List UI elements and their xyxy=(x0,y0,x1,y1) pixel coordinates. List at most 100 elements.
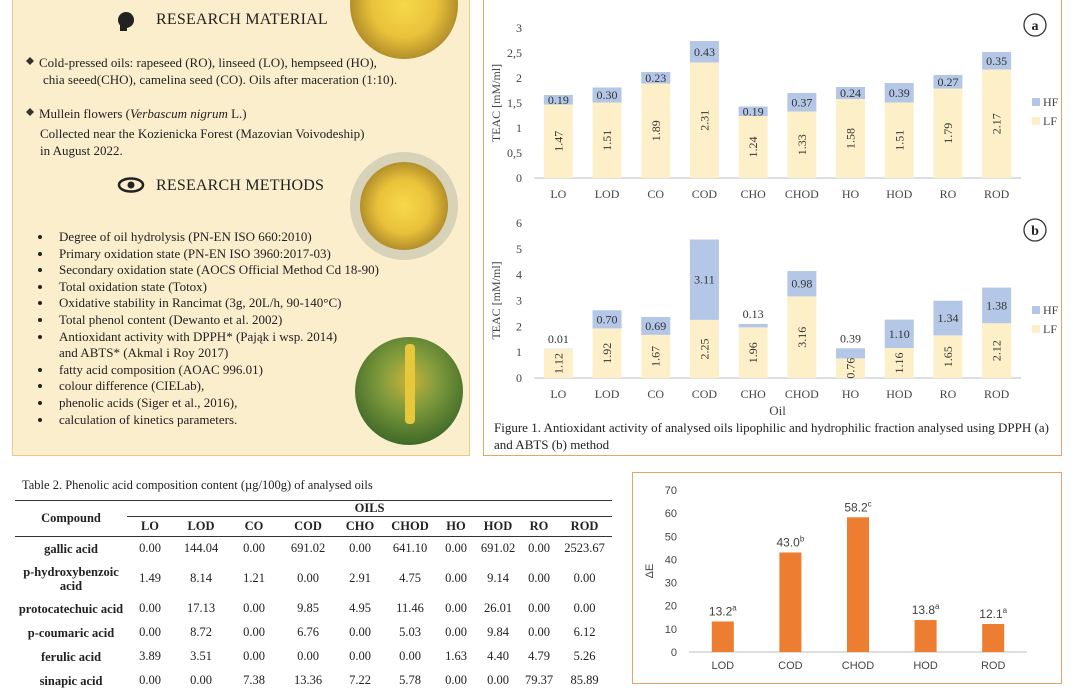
cell: 85.89 xyxy=(557,669,612,693)
cell: 11.46 xyxy=(383,597,437,621)
data-label: 1.16 xyxy=(892,353,906,374)
method-text: Secondary oxidation state (AOCS Official… xyxy=(59,262,379,277)
plant-stem xyxy=(405,344,415,424)
method-text: Total oxidation state (Totox) xyxy=(59,279,207,294)
data-label: 0.27 xyxy=(937,75,958,89)
cell: 26.01 xyxy=(475,597,521,621)
cell: 0.00 xyxy=(521,597,557,621)
method-item: phenolic acids (Siger et al., 2016), xyxy=(53,395,379,412)
legend-swatch xyxy=(1032,306,1040,314)
data-label: 0.23 xyxy=(645,71,666,85)
data-label: 58.2c xyxy=(844,499,871,514)
row-label: gallic acid xyxy=(15,537,127,561)
cell: 3.89 xyxy=(127,645,173,669)
cell: 0.00 xyxy=(437,537,475,561)
cell: 0.00 xyxy=(173,669,229,693)
cell: 5.78 xyxy=(383,669,437,693)
cell: 9.84 xyxy=(475,621,521,645)
cell: 13.36 xyxy=(279,669,337,693)
figure-caption: Figure 1. Antioxidant activity of analys… xyxy=(494,419,1059,453)
cell: 0.00 xyxy=(229,645,279,669)
cell: 0.00 xyxy=(383,645,437,669)
data-label: 2.31 xyxy=(697,110,711,131)
legend-swatch xyxy=(1032,98,1040,106)
cell: 7.22 xyxy=(337,669,383,693)
data-label-value: 13.2 xyxy=(709,604,733,618)
data-label-value: 43.0 xyxy=(776,535,800,549)
data-label-value: 12.1 xyxy=(979,607,1003,621)
y-tick-label: 1 xyxy=(516,121,522,135)
y-tick-label: 2 xyxy=(516,71,522,85)
data-label: 1.38 xyxy=(986,298,1007,312)
data-label: 1.33 xyxy=(795,134,809,155)
header-cell: LOD xyxy=(173,517,229,537)
header-cell: CHOD xyxy=(383,517,437,537)
legend-label: LF xyxy=(1043,322,1057,336)
cell: 0.00 xyxy=(229,621,279,645)
y-tick-label: 10 xyxy=(665,624,677,636)
y-tick-label: 1,5 xyxy=(507,96,522,110)
poster: { "material": { "title": "RESEARCH MATER… xyxy=(0,0,1080,675)
cell: 5.03 xyxy=(383,621,437,645)
x-tick-label: HOD xyxy=(913,660,938,672)
bar-segment xyxy=(836,348,865,358)
data-label: 0.19 xyxy=(548,93,569,107)
cell: 0.00 xyxy=(557,561,612,597)
x-tick-label: ROD xyxy=(984,187,1010,201)
row-label: ferulic acid xyxy=(15,645,127,669)
row-label: protocatechuic acid xyxy=(15,597,127,621)
data-label: 0.76 xyxy=(844,358,858,379)
cell: 0.00 xyxy=(437,597,475,621)
data-label: 1.51 xyxy=(600,130,614,151)
method-item: fatty acid composition (AOAC 996.01) xyxy=(53,362,379,379)
data-label: 1.24 xyxy=(746,137,760,158)
method-text: phenolic acids (Siger et al., 2016), xyxy=(59,395,237,410)
cell: 79.37 xyxy=(521,669,557,693)
x-tick-label: ROD xyxy=(984,387,1010,401)
species: Verbascum nigrum xyxy=(130,106,228,121)
text-line: in August 2022. xyxy=(40,142,123,159)
cell: 6.76 xyxy=(279,621,337,645)
cell: 4.40 xyxy=(475,645,521,669)
x-tick-label: LOD xyxy=(595,387,620,401)
data-label: 13.2a xyxy=(709,603,737,618)
method-text: Oxidative stability in Rancimat (3g, 20L… xyxy=(59,295,342,310)
data-label: 0.01 xyxy=(548,332,569,346)
y-tick-label: 50 xyxy=(665,531,677,543)
data-label-superscript: a xyxy=(732,603,737,612)
method-item: Primary oxidation state (PN-EN ISO 3960:… xyxy=(53,246,379,263)
panel-label: b xyxy=(1031,224,1039,239)
row-label: p-coumaric acid xyxy=(15,621,127,645)
data-label: 0.98 xyxy=(791,277,812,291)
data-label: 0.39 xyxy=(840,331,861,345)
data-label-superscript: c xyxy=(868,499,872,508)
method-item: Total phenol content (Dewanto et al. 200… xyxy=(53,312,379,329)
cell: 0.00 xyxy=(437,561,475,597)
y-tick-label: 3 xyxy=(516,21,522,35)
y-tick-label: 20 xyxy=(665,601,677,613)
y-tick-label: 1 xyxy=(516,345,522,359)
y-tick-label: 0 xyxy=(671,647,677,659)
y-tick-label: 40 xyxy=(665,554,677,566)
legend-label: HF xyxy=(1043,303,1059,317)
header-cell: ROD xyxy=(557,517,612,537)
data-label: 1.10 xyxy=(889,327,910,341)
bullet xyxy=(26,108,34,116)
cell: 0.00 xyxy=(127,537,173,561)
x-tick-label: CHO xyxy=(740,387,766,401)
bar xyxy=(982,624,1004,652)
cell: 0.00 xyxy=(521,537,557,561)
x-tick-label: CHOD xyxy=(785,187,819,201)
y-tick-label: 0,5 xyxy=(507,146,522,160)
y-tick-label: 2,5 xyxy=(507,46,522,60)
cell: 0.00 xyxy=(337,537,383,561)
data-label: 0.39 xyxy=(889,86,910,100)
bar xyxy=(779,552,801,652)
eye-pupil xyxy=(128,182,135,189)
x-tick-label: CHOD xyxy=(785,387,819,401)
x-tick-label: HOD xyxy=(886,387,912,401)
